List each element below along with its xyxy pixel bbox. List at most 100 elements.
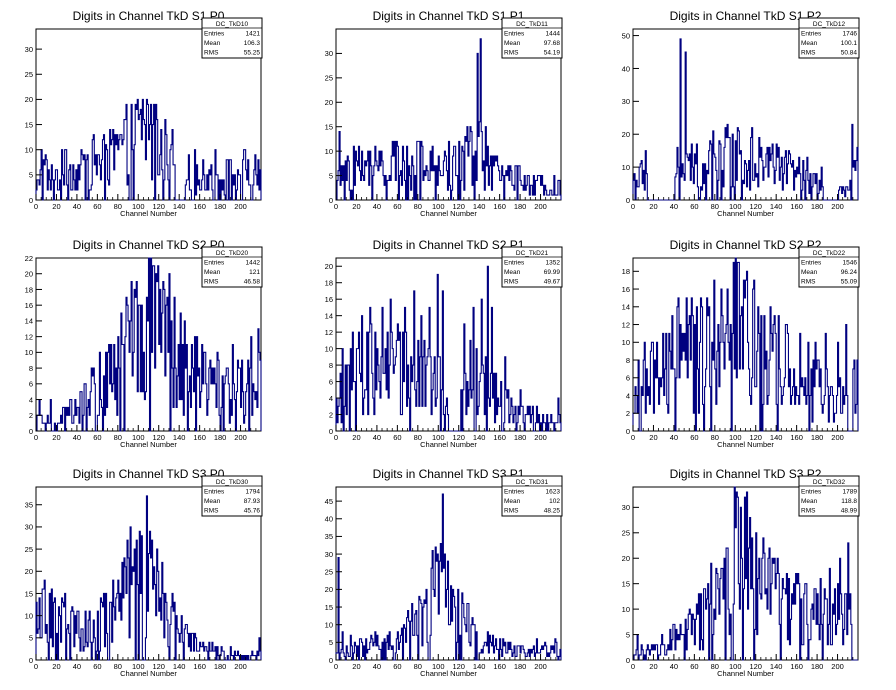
- stats-value-rms: 45.76: [244, 508, 261, 515]
- y-tick-label: 14: [325, 311, 333, 320]
- x-tick-label: 60: [690, 202, 698, 211]
- stats-label-entries: Entries: [504, 489, 525, 496]
- y-tick-label: 50: [622, 31, 630, 40]
- stats-label-entries: Entries: [504, 31, 525, 38]
- stats-value-entries: 1352: [546, 260, 561, 267]
- x-tick-label: 180: [811, 433, 824, 442]
- histogram-panel: Digits in Channel TkD S1 P20 20 40 60 80 100 1…: [622, 9, 860, 218]
- y-tick-label: 8: [29, 364, 33, 373]
- x-tick-label: 40: [670, 202, 678, 211]
- stats-value-entries: 1444: [546, 31, 561, 38]
- y-tick-label: 16: [622, 285, 630, 294]
- y-tick-label: 0: [29, 427, 33, 436]
- stats-value-mean: 87.93: [244, 498, 261, 505]
- x-tick-label: 200: [831, 433, 844, 442]
- y-tick-label: 15: [25, 120, 33, 129]
- x-tick-label: 200: [831, 662, 844, 671]
- stats-value-mean: 106.3: [244, 40, 261, 47]
- x-tick-label: 0: [631, 202, 635, 211]
- x-tick-label: 20: [649, 433, 657, 442]
- stats-label-rms: RMS: [801, 50, 816, 57]
- stats-box: DC_TkD32 Entries 1789 Mean 118.8 RMS 48.99: [798, 475, 860, 517]
- x-tick-label: 40: [373, 662, 381, 671]
- y-tick-label: 16: [325, 295, 333, 304]
- y-tick-label: 4: [626, 391, 630, 400]
- y-tick-label: 0: [626, 656, 630, 665]
- x-tick-label: 120: [452, 662, 465, 671]
- y-tick-label: 25: [25, 70, 33, 79]
- x-tick-label: 140: [473, 662, 486, 671]
- x-tick-label: 140: [473, 202, 486, 211]
- y-tick-label: 20: [622, 554, 630, 563]
- x-tick-label: 20: [649, 662, 657, 671]
- y-tick-label: 35: [325, 532, 333, 541]
- y-tick-label: 10: [325, 147, 333, 156]
- y-tick-label: 30: [325, 550, 333, 559]
- x-tick-label: 120: [152, 662, 165, 671]
- stats-label-rms: RMS: [801, 279, 816, 286]
- x-tick-label: 200: [534, 662, 547, 671]
- stats-label-entries: Entries: [801, 489, 822, 496]
- stats-value-rms: 49.67: [544, 279, 561, 286]
- stats-label-mean: Mean: [504, 498, 521, 505]
- x-tick-label: 100: [132, 202, 145, 211]
- y-tick-label: 10: [622, 163, 630, 172]
- x-tick-label: 60: [393, 202, 401, 211]
- y-tick-label: 45: [325, 497, 333, 506]
- stats-label-rms: RMS: [204, 508, 219, 515]
- x-tick-label: 20: [352, 433, 360, 442]
- x-tick-label: 100: [432, 202, 445, 211]
- x-axis-label: Channel Number: [420, 440, 477, 449]
- chart-title: Digits in Channel TkD S3 P0: [73, 467, 225, 481]
- y-tick-label: 5: [329, 638, 333, 647]
- x-tick-label: 200: [534, 433, 547, 442]
- x-tick-label: 140: [173, 662, 186, 671]
- x-tick-label: 180: [214, 202, 227, 211]
- stats-value-entries: 1623: [546, 489, 561, 496]
- stats-label-rms: RMS: [504, 279, 519, 286]
- x-tick-label: 140: [770, 202, 783, 211]
- x-axis-label: Channel Number: [120, 440, 177, 449]
- stats-name: DC_TkD31: [516, 479, 549, 486]
- stats-value-entries: 1789: [843, 489, 858, 496]
- stats-value-mean: 121: [249, 269, 260, 276]
- x-tick-label: 200: [831, 202, 844, 211]
- x-axis-label: Channel Number: [120, 669, 177, 678]
- stats-label-rms: RMS: [801, 508, 816, 515]
- y-tick-label: 30: [25, 45, 33, 54]
- x-tick-label: 160: [493, 433, 506, 442]
- y-tick-label: 20: [25, 270, 33, 279]
- stats-value-entries: 1442: [246, 260, 261, 267]
- y-tick-label: 25: [622, 529, 630, 538]
- stats-name: DC_TkD30: [216, 479, 249, 486]
- x-tick-label: 80: [114, 433, 122, 442]
- stats-value-rms: 48.99: [841, 508, 858, 515]
- x-tick-label: 40: [373, 202, 381, 211]
- stats-box-frame: [501, 475, 563, 517]
- y-tick-label: 18: [25, 285, 33, 294]
- x-tick-label: 120: [749, 433, 762, 442]
- x-tick-label: 140: [173, 202, 186, 211]
- y-tick-label: 10: [25, 611, 33, 620]
- x-tick-label: 20: [52, 433, 60, 442]
- y-tick-label: 5: [626, 630, 630, 639]
- histogram-series-line: [335, 265, 562, 432]
- stats-label-mean: Mean: [204, 269, 221, 276]
- y-tick-label: 20: [325, 98, 333, 107]
- x-tick-label: 160: [193, 662, 206, 671]
- x-tick-label: 80: [114, 202, 122, 211]
- x-tick-label: 120: [152, 202, 165, 211]
- stats-value-rms: 48.25: [544, 508, 561, 515]
- stats-box: DC_TkD10 Entries 1421 Mean 106.3 RMS 55.25: [201, 17, 263, 59]
- x-tick-label: 80: [114, 662, 122, 671]
- y-tick-label: 2: [329, 410, 333, 419]
- stats-box-frame: [201, 246, 263, 288]
- y-tick-label: 10: [325, 620, 333, 629]
- x-tick-label: 80: [414, 202, 422, 211]
- histogram-series-line: [36, 257, 262, 432]
- x-tick-label: 120: [152, 433, 165, 442]
- x-axis-label: Channel Number: [420, 209, 477, 218]
- x-tick-label: 160: [493, 662, 506, 671]
- stats-box: DC_TkD31 Entries 1623 Mean 102 RMS 48.25: [501, 475, 563, 517]
